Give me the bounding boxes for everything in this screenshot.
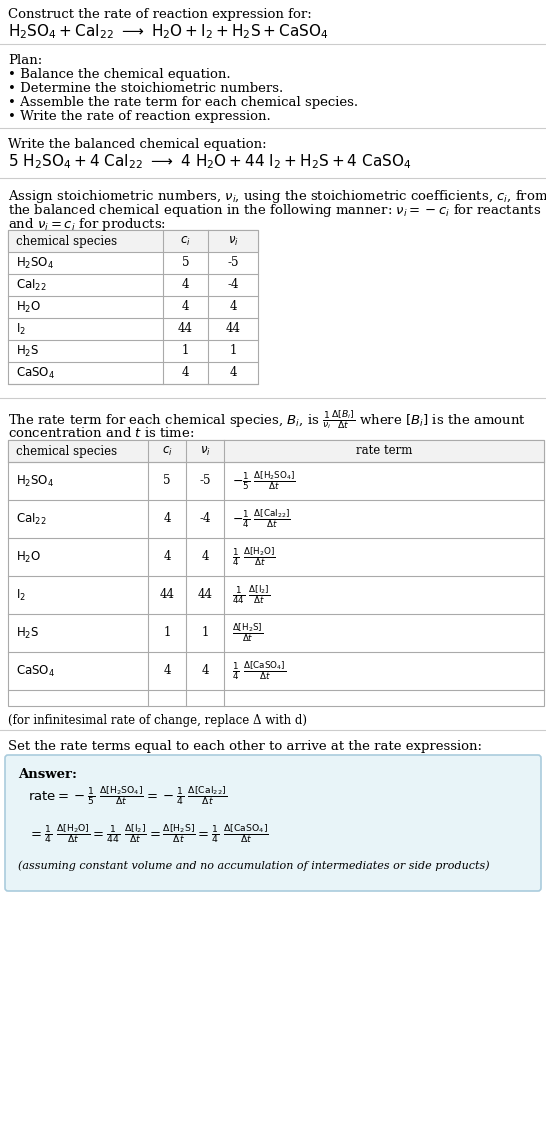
Text: $\mathrm{rate} = -\frac{1}{5}\ \frac{\Delta[\mathrm{H_2SO_4}]}{\Delta t}= -\frac: $\mathrm{rate} = -\frac{1}{5}\ \frac{\De… [28, 784, 227, 807]
Bar [8, 230, 258, 384]
Text: $-\frac{1}{4}\ \frac{\Delta[\mathrm{CaI_{22}}]}{\Delta t}$: $-\frac{1}{4}\ \frac{\Delta[\mathrm{CaI_… [232, 507, 290, 530]
Text: • Assemble the rate term for each chemical species.: • Assemble the rate term for each chemic… [8, 96, 358, 109]
Text: Write the balanced chemical equation:: Write the balanced chemical equation: [8, 138, 266, 150]
Text: 44: 44 [178, 323, 193, 335]
Text: $\mathrm{H_2SO_4}$: $\mathrm{H_2SO_4}$ [16, 473, 54, 489]
Text: 44: 44 [198, 588, 212, 602]
Text: $\frac{1}{4}\ \frac{\Delta[\mathrm{CaSO_4}]}{\Delta t}$: $\frac{1}{4}\ \frac{\Delta[\mathrm{CaSO_… [232, 660, 286, 683]
Text: Construct the rate of reaction expression for:: Construct the rate of reaction expressio… [8, 8, 312, 21]
Text: $\mathrm{CaSO_4}$: $\mathrm{CaSO_4}$ [16, 366, 55, 381]
Text: Answer:: Answer: [18, 768, 77, 781]
Text: 1: 1 [201, 627, 209, 640]
Text: 44: 44 [159, 588, 175, 602]
Text: chemical species: chemical species [16, 235, 117, 247]
Text: $\mathrm{H_2SO_4 + CaI_{22}\ \longrightarrow\ H_2O + I_2 + H_2S + CaSO_4}$: $\mathrm{H_2SO_4 + CaI_{22}\ \longrighta… [8, 22, 329, 41]
Text: 4: 4 [201, 551, 209, 563]
Text: $c_i$: $c_i$ [162, 445, 173, 457]
Text: (assuming constant volume and no accumulation of intermediates or side products): (assuming constant volume and no accumul… [18, 860, 490, 871]
Text: 4: 4 [182, 366, 189, 380]
Text: Plan:: Plan: [8, 54, 42, 67]
Text: $\nu_i$: $\nu_i$ [200, 445, 210, 457]
Text: $c_i$: $c_i$ [180, 235, 191, 247]
Text: 5: 5 [182, 256, 189, 269]
Text: $\mathrm{H_2SO_4}$: $\mathrm{H_2SO_4}$ [16, 255, 54, 270]
Text: (for infinitesimal rate of change, replace Δ with d): (for infinitesimal rate of change, repla… [8, 714, 307, 727]
Text: $\mathrm{H_2S}$: $\mathrm{H_2S}$ [16, 343, 39, 359]
Bar [8, 440, 544, 706]
Text: 1: 1 [182, 344, 189, 358]
Text: 5: 5 [163, 474, 171, 488]
Text: The rate term for each chemical species, $B_i$, is $\frac{1}{\nu_i}\frac{\Delta[: The rate term for each chemical species,… [8, 408, 526, 431]
Text: $\mathrm{CaSO_4}$: $\mathrm{CaSO_4}$ [16, 663, 55, 678]
Text: $= \frac{1}{4}\ \frac{\Delta[\mathrm{H_2O}]}{\Delta t}= \frac{1}{44}\ \frac{\Del: $= \frac{1}{4}\ \frac{\Delta[\mathrm{H_2… [28, 822, 269, 845]
Text: -4: -4 [227, 278, 239, 292]
Text: 44: 44 [225, 323, 240, 335]
Text: $\mathrm{CaI_{22}}$: $\mathrm{CaI_{22}}$ [16, 277, 46, 293]
Text: -4: -4 [199, 513, 211, 526]
Text: 1: 1 [163, 627, 171, 640]
Text: $\mathrm{CaI_{22}}$: $\mathrm{CaI_{22}}$ [16, 512, 46, 527]
Text: $\mathrm{H_2S}$: $\mathrm{H_2S}$ [16, 626, 39, 641]
Text: 4: 4 [163, 665, 171, 677]
Text: -5: -5 [227, 256, 239, 269]
Text: $\mathrm{I_2}$: $\mathrm{I_2}$ [16, 321, 26, 336]
Text: • Balance the chemical equation.: • Balance the chemical equation. [8, 68, 230, 81]
Text: 4: 4 [201, 665, 209, 677]
Text: chemical species: chemical species [16, 445, 117, 457]
Text: $\mathrm{H_2O}$: $\mathrm{H_2O}$ [16, 300, 41, 315]
Text: • Write the rate of reaction expression.: • Write the rate of reaction expression. [8, 109, 271, 123]
Text: 4: 4 [229, 366, 237, 380]
Text: $\mathrm{5\ H_2SO_4 + 4\ CaI_{22}\ \longrightarrow\ 4\ H_2O + 44\ I_2 + H_2S + 4: $\mathrm{5\ H_2SO_4 + 4\ CaI_{22}\ \long… [8, 152, 412, 171]
Text: $\frac{1}{44}\ \frac{\Delta[\mathrm{I_2}]}{\Delta t}$: $\frac{1}{44}\ \frac{\Delta[\mathrm{I_2}… [232, 584, 270, 606]
Text: 4: 4 [163, 551, 171, 563]
Text: $\nu_i$: $\nu_i$ [228, 235, 239, 247]
Text: 1: 1 [229, 344, 236, 358]
Text: concentration and $t$ is time:: concentration and $t$ is time: [8, 426, 194, 440]
Text: Set the rate terms equal to each other to arrive at the rate expression:: Set the rate terms equal to each other t… [8, 740, 482, 754]
Text: 4: 4 [182, 301, 189, 314]
Bar [8, 440, 544, 462]
Text: $\mathrm{I_2}$: $\mathrm{I_2}$ [16, 587, 26, 603]
Text: $\frac{1}{4}\ \frac{\Delta[\mathrm{H_2O}]}{\Delta t}$: $\frac{1}{4}\ \frac{\Delta[\mathrm{H_2O}… [232, 546, 276, 569]
Text: $-\frac{1}{5}\ \frac{\Delta[\mathrm{H_2SO_4}]}{\Delta t}$: $-\frac{1}{5}\ \frac{\Delta[\mathrm{H_2S… [232, 470, 296, 492]
Text: the balanced chemical equation in the following manner: $\nu_i = -c_i$ for react: the balanced chemical equation in the fo… [8, 202, 541, 219]
Text: 4: 4 [182, 278, 189, 292]
Text: rate term: rate term [356, 445, 412, 457]
Text: -5: -5 [199, 474, 211, 488]
Text: and $\nu_i = c_i$ for products:: and $\nu_i = c_i$ for products: [8, 215, 166, 233]
Text: $\mathrm{H_2O}$: $\mathrm{H_2O}$ [16, 549, 41, 564]
Text: 4: 4 [229, 301, 237, 314]
Text: $\frac{\Delta[\mathrm{H_2S}]}{\Delta t}$: $\frac{\Delta[\mathrm{H_2S}]}{\Delta t}$ [232, 621, 263, 644]
Text: Assign stoichiometric numbers, $\nu_i$, using the stoichiometric coefficients, $: Assign stoichiometric numbers, $\nu_i$, … [8, 188, 546, 205]
Text: • Determine the stoichiometric numbers.: • Determine the stoichiometric numbers. [8, 82, 283, 95]
Bar [8, 230, 258, 252]
FancyBboxPatch shape [5, 755, 541, 891]
Text: 4: 4 [163, 513, 171, 526]
